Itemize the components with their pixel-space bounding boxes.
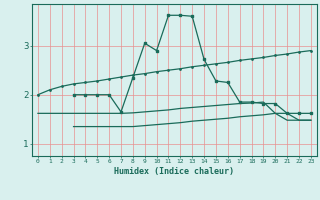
X-axis label: Humidex (Indice chaleur): Humidex (Indice chaleur) [115, 167, 234, 176]
